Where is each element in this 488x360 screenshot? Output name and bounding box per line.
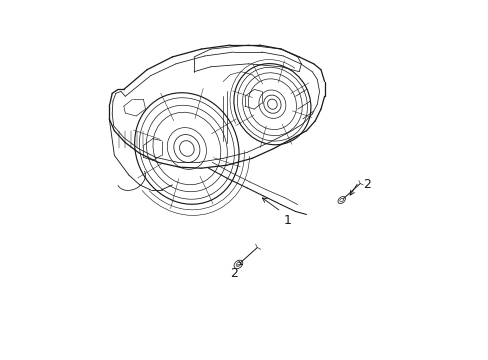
Text: 2: 2 — [362, 178, 370, 191]
Text: 1: 1 — [283, 215, 290, 228]
Text: 2: 2 — [230, 267, 238, 280]
